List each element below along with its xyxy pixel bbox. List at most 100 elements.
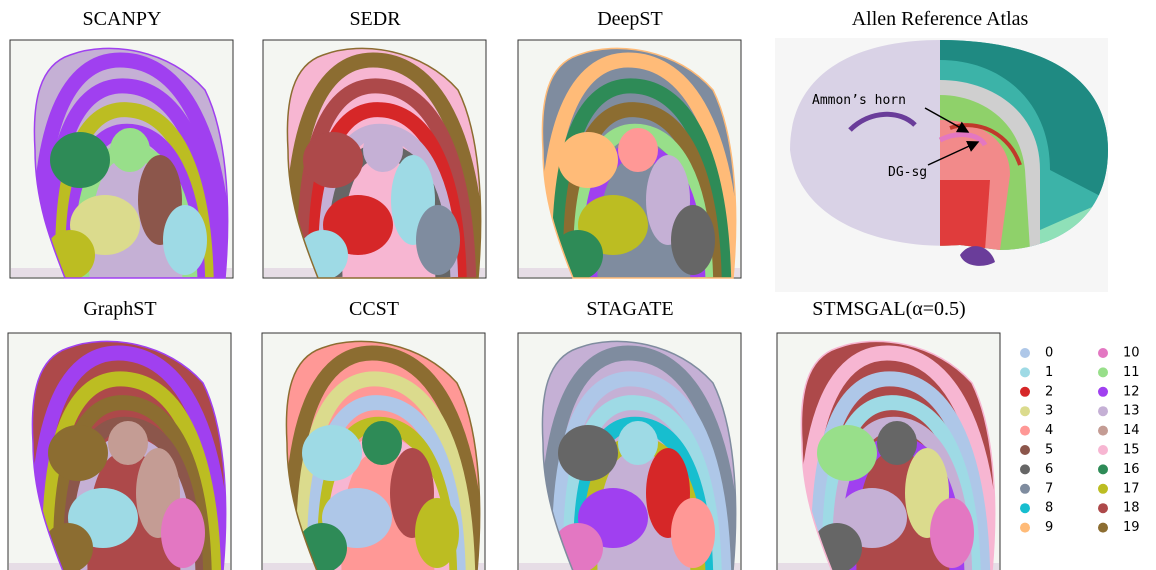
tissue [286,341,480,570]
legend-swatch [1020,445,1030,455]
legend-label: 0 [1045,346,1053,361]
panel [776,332,1001,570]
tissue [32,341,226,570]
tissue-outline [286,47,482,279]
region [671,205,715,275]
region [302,425,362,481]
region [110,128,150,172]
annotation: DG-sg [888,165,927,180]
panel-title: DeepST [597,8,663,30]
legend-label: 14 [1123,423,1140,438]
tissue-outline [541,340,737,570]
legend-swatch [1020,406,1030,417]
region [877,421,917,465]
panel-title: CCST [349,298,399,320]
legend-swatch [1020,348,1030,358]
region [50,132,110,188]
legend-label: 9 [1045,520,1053,535]
legend-swatch [1020,367,1030,378]
panel [517,39,742,279]
region [671,498,715,568]
tissue [801,341,995,570]
legend-label: 5 [1045,443,1053,458]
legend-swatch [1098,348,1108,358]
legend-swatch [1020,464,1030,475]
legend-swatch [1098,367,1108,378]
legend-label: 17 [1123,481,1140,496]
tissue [34,48,228,278]
legend-label: 10 [1123,346,1140,361]
panel-title: SCANPY [83,8,162,30]
panel-title: STMSGAL(α=0.5) [812,298,965,320]
legend-label: 16 [1123,462,1140,477]
legend-swatch [1098,406,1108,417]
tissue-outline [800,340,996,570]
legend-label: 2 [1045,384,1053,399]
region [161,498,205,568]
tissue-outline [285,340,481,570]
legend-label: 6 [1045,462,1053,477]
annotation: Ammon’s horn [812,93,906,108]
panel [7,332,232,570]
layer-band [542,52,736,278]
legend-swatch [1098,464,1108,475]
legend-swatch [1020,483,1030,494]
legend-label: 4 [1045,423,1053,438]
region [363,128,403,172]
legend-label: 8 [1045,501,1053,516]
legend-label: 19 [1123,520,1140,535]
panel-title: GraphST [83,298,156,320]
atlas-title: Allen Reference Atlas [852,8,1029,30]
legend-swatch [1020,386,1030,397]
panel [261,332,486,570]
tissue-outline [541,47,737,279]
legend-label: 1 [1045,365,1053,380]
region [618,421,658,465]
legend-swatch [1020,425,1030,436]
region [618,128,658,172]
layer-band [542,345,736,570]
legend-swatch [1020,522,1030,533]
tissue [542,48,736,278]
region [558,132,618,188]
layer-band [286,345,480,570]
region [303,132,363,188]
tissue [542,341,736,570]
layer-band [34,52,228,278]
legend-swatch [1098,445,1108,455]
region [415,498,459,568]
tissue [287,48,481,278]
legend-label: 18 [1123,501,1140,516]
legend-label: 7 [1045,481,1053,496]
panel [262,39,487,279]
tissue-outline [33,47,229,279]
legend-label: 15 [1123,443,1140,458]
legend-swatch [1098,503,1108,514]
layer-band [32,345,226,570]
panel [517,332,742,570]
legend-swatch [1020,503,1030,514]
legend-label: 13 [1123,404,1140,419]
layer-band [287,52,481,278]
panel-title: SEDR [349,8,401,30]
region [108,421,148,465]
panel [9,39,234,279]
tissue-outline [31,340,227,570]
layer-band [801,345,995,570]
legend-swatch [1098,425,1108,436]
region [362,421,402,465]
legend-swatch [1098,522,1108,533]
region [48,425,108,481]
atlas-image [775,38,1108,292]
region [163,205,207,275]
region [817,425,877,481]
legend-label: 12 [1123,384,1140,399]
region [416,205,460,275]
legend-swatch [1098,386,1108,397]
legend-swatch [1098,483,1108,494]
legend-label: 3 [1045,404,1053,419]
region [930,498,974,568]
panel-title: STAGATE [586,298,673,320]
legend-label: 11 [1123,365,1140,380]
